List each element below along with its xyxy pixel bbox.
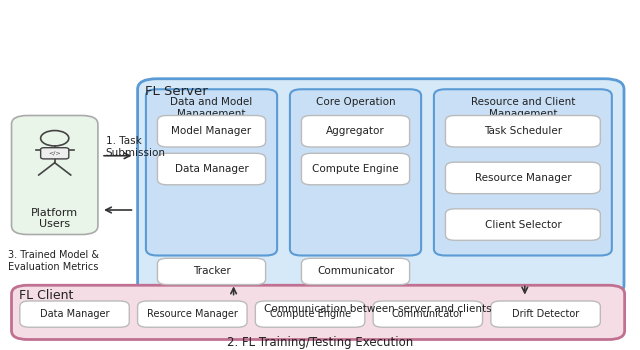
Text: Drift Detector: Drift Detector	[512, 309, 579, 319]
Text: Platform
Users: Platform Users	[31, 208, 78, 229]
Text: Data Manager: Data Manager	[175, 164, 248, 174]
FancyBboxPatch shape	[20, 301, 129, 327]
FancyBboxPatch shape	[12, 285, 625, 340]
FancyBboxPatch shape	[157, 258, 266, 285]
Text: Model Manager: Model Manager	[172, 126, 252, 136]
FancyBboxPatch shape	[157, 153, 266, 185]
FancyBboxPatch shape	[255, 301, 365, 327]
Text: Tracker: Tracker	[193, 266, 230, 277]
Text: Resource and Client
Management: Resource and Client Management	[470, 97, 575, 119]
Text: 3. Trained Model &
Evaluation Metrics: 3. Trained Model & Evaluation Metrics	[8, 250, 99, 272]
FancyBboxPatch shape	[41, 148, 69, 159]
Text: 1. Task
Submission: 1. Task Submission	[106, 136, 166, 158]
Text: Data and Model
Management: Data and Model Management	[170, 97, 253, 119]
FancyBboxPatch shape	[445, 116, 600, 147]
FancyBboxPatch shape	[445, 162, 600, 194]
Text: FL Server: FL Server	[145, 85, 208, 98]
FancyBboxPatch shape	[301, 153, 410, 185]
Text: Resource Manager: Resource Manager	[475, 173, 571, 183]
Text: Aggregator: Aggregator	[326, 126, 385, 136]
FancyBboxPatch shape	[157, 116, 266, 147]
Text: Communicator: Communicator	[392, 309, 464, 319]
FancyBboxPatch shape	[301, 258, 410, 285]
FancyBboxPatch shape	[491, 301, 600, 327]
Text: Compute Engine: Compute Engine	[269, 309, 351, 319]
Text: Compute Engine: Compute Engine	[312, 164, 399, 174]
Text: Core Operation: Core Operation	[316, 97, 396, 107]
FancyBboxPatch shape	[12, 116, 98, 234]
FancyBboxPatch shape	[290, 89, 421, 256]
Text: Communicator: Communicator	[317, 266, 394, 277]
FancyBboxPatch shape	[373, 301, 483, 327]
Text: Resource Manager: Resource Manager	[147, 309, 237, 319]
FancyBboxPatch shape	[434, 89, 612, 256]
Text: 2. FL Training/Testing Execution: 2. FL Training/Testing Execution	[227, 336, 413, 349]
FancyBboxPatch shape	[146, 89, 277, 256]
FancyBboxPatch shape	[445, 209, 600, 240]
FancyBboxPatch shape	[301, 116, 410, 147]
Text: Task Scheduler: Task Scheduler	[484, 126, 562, 136]
Text: FL Client: FL Client	[19, 289, 74, 302]
Text: Data Manager: Data Manager	[40, 309, 109, 319]
Text: </>: </>	[49, 151, 61, 156]
Text: Client Selector: Client Selector	[484, 219, 561, 230]
FancyBboxPatch shape	[138, 79, 624, 296]
FancyBboxPatch shape	[138, 301, 247, 327]
Text: Communication between server and clients: Communication between server and clients	[264, 304, 492, 314]
